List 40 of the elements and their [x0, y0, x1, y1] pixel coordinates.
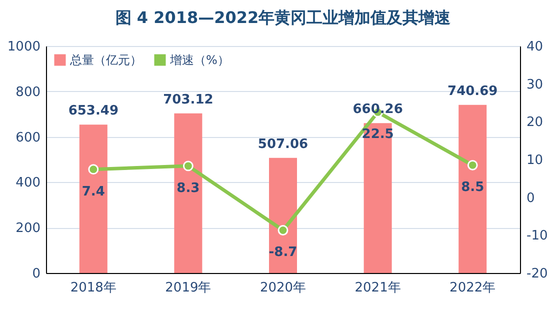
point	[467, 160, 478, 170]
y-tick-label: 1000	[7, 40, 40, 54]
y2-tick-label: 40	[526, 40, 544, 54]
point	[88, 164, 99, 175]
bar	[269, 158, 297, 273]
x-tick-label: 2021年	[354, 280, 401, 296]
y-tick-label: 0	[32, 266, 40, 282]
bar	[174, 113, 202, 273]
bar	[364, 123, 392, 273]
data-label: 22.5	[362, 127, 394, 142]
y-tick-label: 600	[16, 130, 40, 146]
bar	[458, 104, 487, 273]
data-label: 507.06	[258, 136, 308, 152]
data-label: -8.7	[268, 245, 298, 260]
y2-tick-label: -20	[526, 266, 548, 282]
y-tick-label: 400	[16, 176, 40, 191]
y2-tick-label: 20	[526, 115, 544, 130]
data-label: 740.69	[448, 84, 498, 99]
y2-tick-label: 0	[526, 190, 535, 206]
chart-title: 图 4 2018—2022年黄冈工业增加值及其增速	[115, 8, 452, 27]
legend-label: 增速（%）	[169, 53, 230, 67]
data-label: 660.26	[352, 102, 403, 118]
point	[278, 225, 288, 236]
data-label: 7.4	[82, 184, 105, 200]
data-label: 8.3	[176, 180, 200, 196]
x-tick-label: 2019年	[165, 280, 212, 296]
x-tick-label: 2022年	[450, 280, 496, 296]
x-tick-label: 2018年	[70, 280, 116, 296]
point	[182, 160, 194, 172]
y2-tick-label: 10	[526, 153, 544, 168]
y-tick-label: 200	[16, 221, 40, 236]
bar	[79, 124, 108, 273]
y-tick-label: 800	[16, 84, 40, 100]
data-label: 653.49	[68, 104, 118, 119]
y2-tick-label: 30	[526, 77, 544, 92]
data-label: 8.5	[461, 180, 484, 196]
y2-tick-label: -10	[526, 228, 548, 244]
legend-label: 总量（亿元）	[69, 53, 142, 67]
data-label: 703.12	[163, 92, 214, 108]
x-tick-label: 2020年	[260, 280, 306, 296]
